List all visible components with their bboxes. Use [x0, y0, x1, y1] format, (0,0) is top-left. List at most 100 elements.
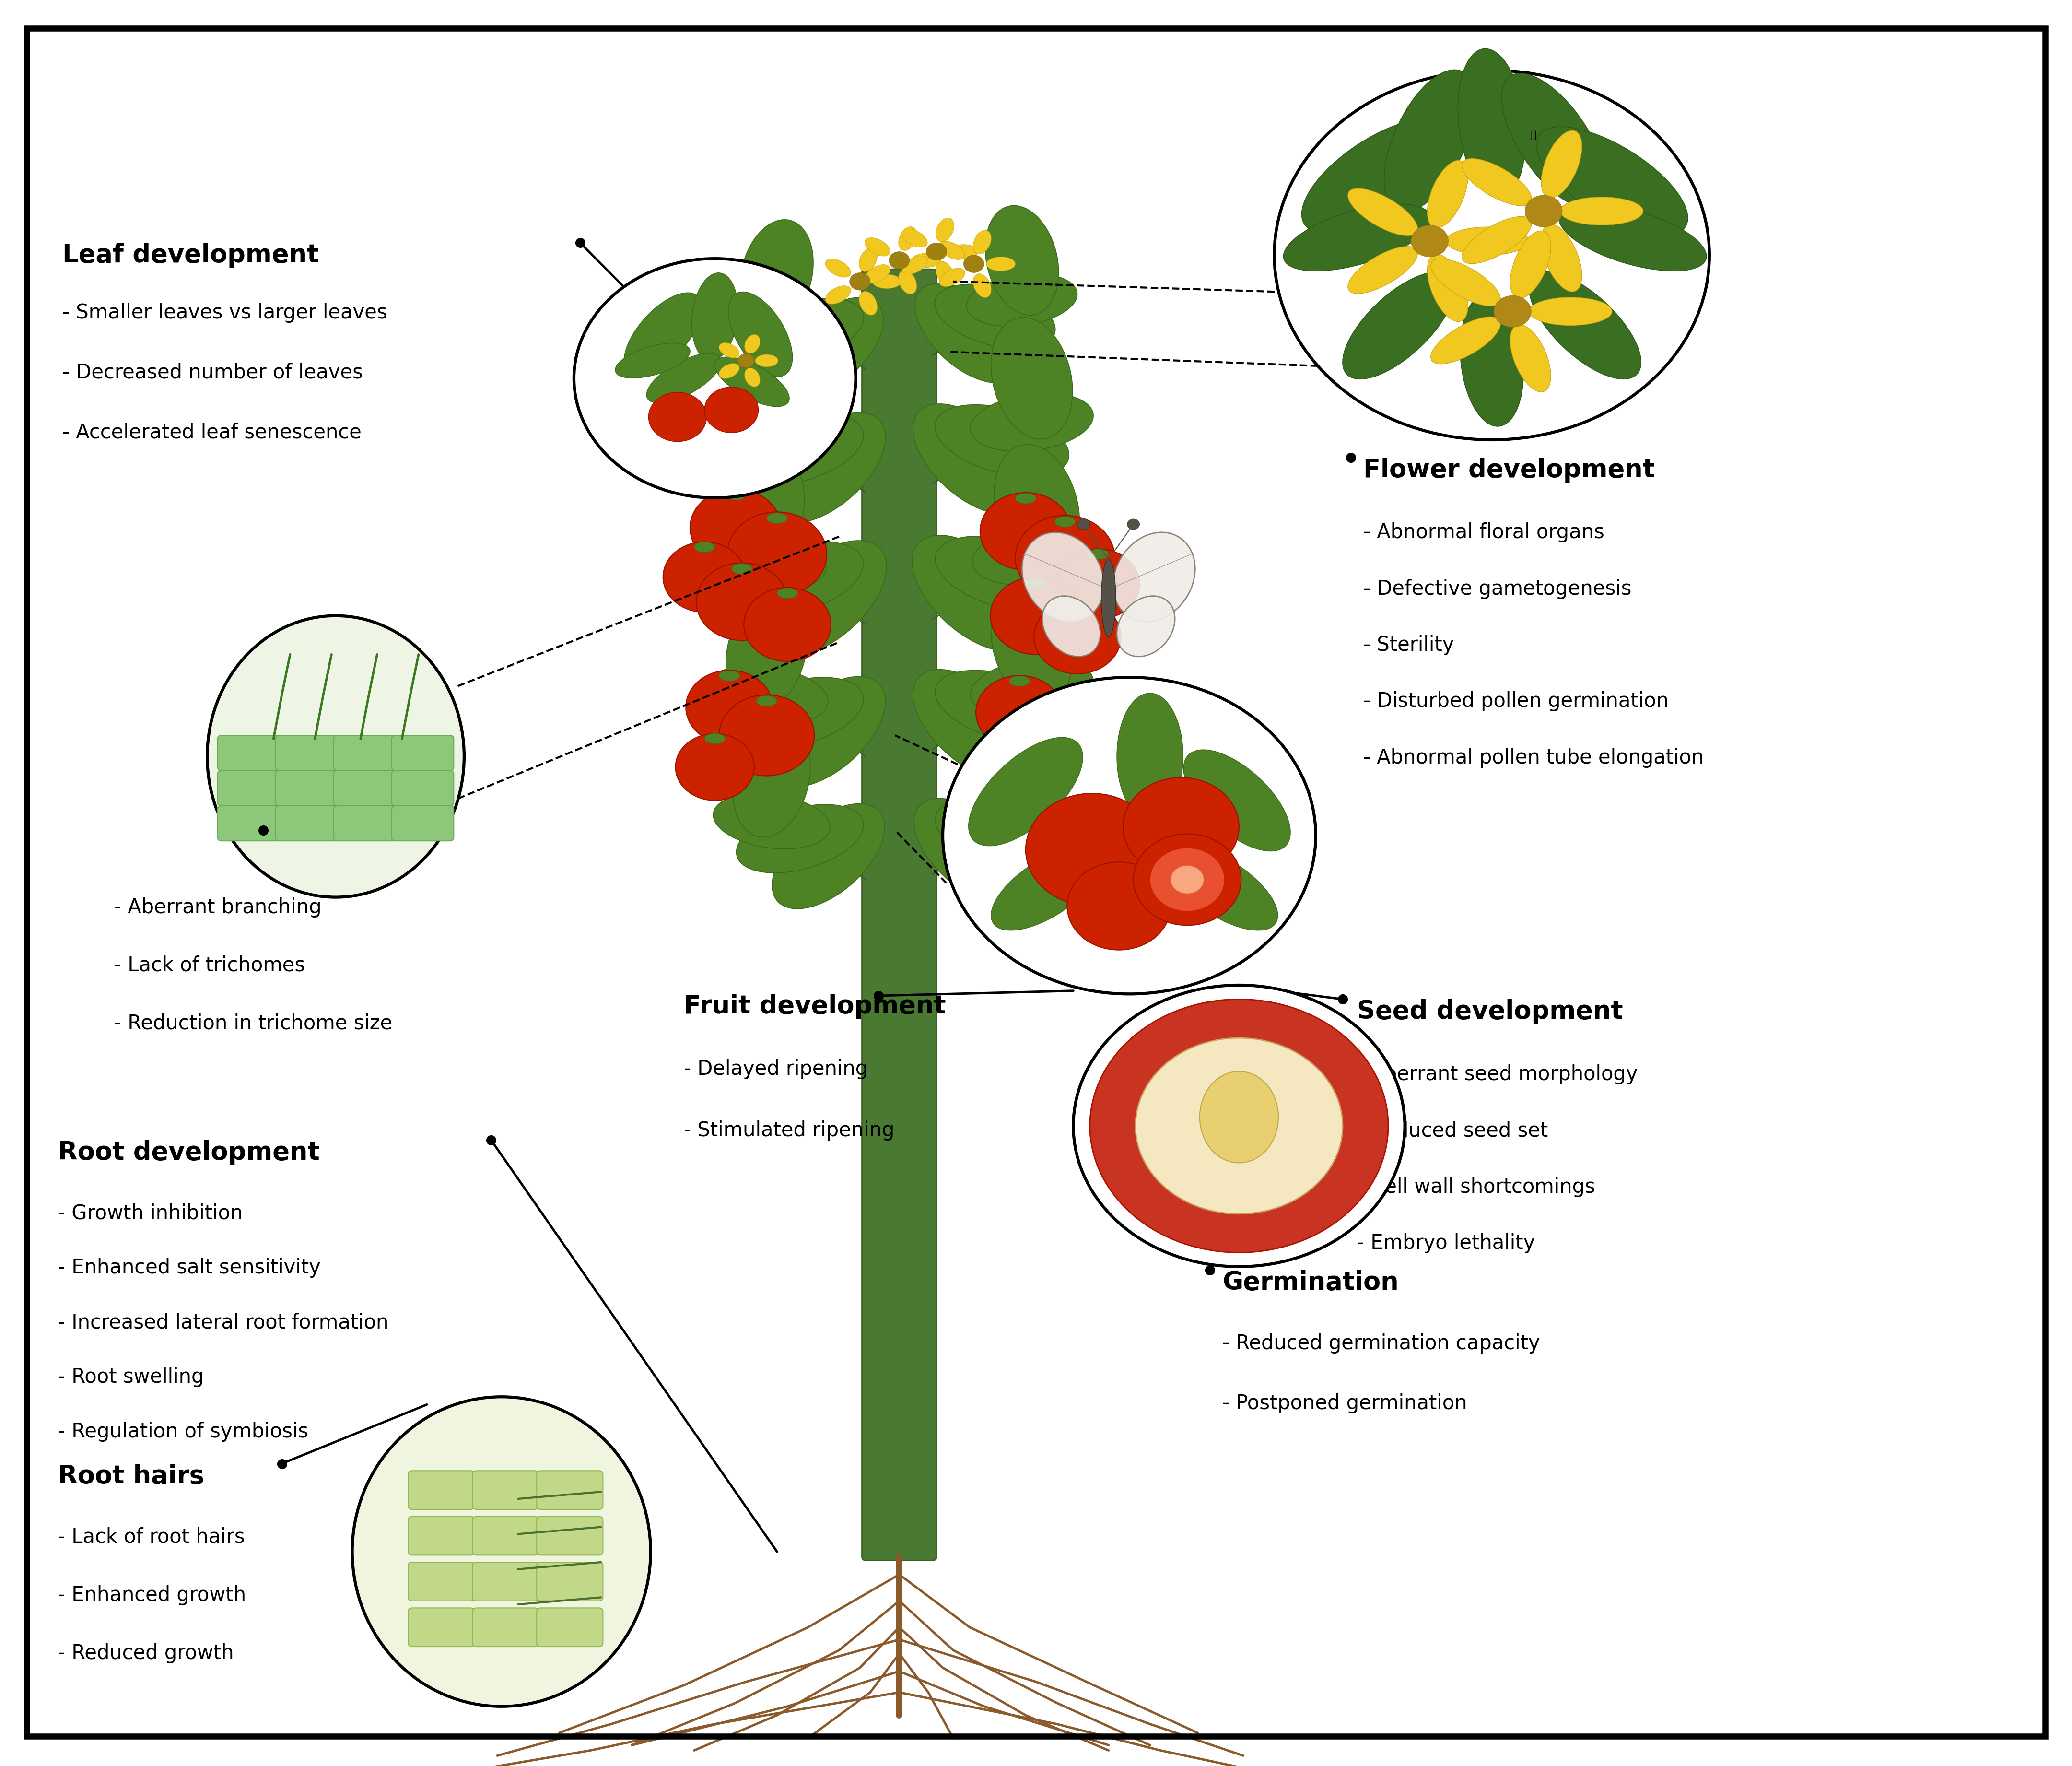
Text: - Reduced germination capacity: - Reduced germination capacity [1222, 1333, 1539, 1353]
Circle shape [1015, 516, 1115, 600]
Text: - Stimulated ripening: - Stimulated ripening [684, 1121, 895, 1141]
Ellipse shape [729, 413, 864, 486]
Ellipse shape [207, 616, 464, 897]
Ellipse shape [725, 590, 808, 712]
FancyBboxPatch shape [218, 805, 280, 841]
Circle shape [1494, 295, 1531, 327]
FancyBboxPatch shape [276, 735, 338, 770]
Ellipse shape [1046, 703, 1067, 713]
Text: - Lack of trichomes: - Lack of trichomes [114, 955, 305, 975]
Ellipse shape [1347, 245, 1417, 293]
FancyBboxPatch shape [218, 735, 280, 770]
Circle shape [1127, 519, 1140, 530]
Ellipse shape [773, 804, 885, 909]
Circle shape [1057, 549, 1140, 620]
Ellipse shape [692, 272, 738, 360]
Text: - Enhanced growth: - Enhanced growth [58, 1586, 247, 1605]
Ellipse shape [1560, 198, 1643, 226]
Circle shape [980, 493, 1071, 570]
Ellipse shape [1542, 224, 1581, 291]
Ellipse shape [899, 270, 916, 293]
Text: - Enhanced salt sensitivity: - Enhanced salt sensitivity [58, 1257, 321, 1279]
Ellipse shape [984, 205, 1059, 314]
Ellipse shape [756, 696, 777, 706]
Text: - Cell wall shortcomings: - Cell wall shortcomings [1357, 1176, 1595, 1197]
Circle shape [889, 251, 910, 268]
Ellipse shape [1558, 203, 1707, 270]
Ellipse shape [1446, 228, 1529, 254]
Ellipse shape [1461, 159, 1531, 207]
Text: - Embryo lethality: - Embryo lethality [1357, 1233, 1535, 1254]
FancyBboxPatch shape [392, 770, 454, 805]
Ellipse shape [934, 284, 1055, 350]
Ellipse shape [715, 357, 789, 406]
Ellipse shape [744, 367, 760, 387]
Text: Germination: Germination [1222, 1270, 1399, 1294]
Ellipse shape [1461, 295, 1523, 426]
Circle shape [574, 258, 856, 498]
Ellipse shape [934, 537, 1075, 611]
Ellipse shape [767, 413, 885, 523]
Ellipse shape [777, 588, 798, 599]
Circle shape [1171, 865, 1204, 894]
Circle shape [1135, 1038, 1343, 1213]
Ellipse shape [615, 343, 690, 378]
Point [1326, 985, 1359, 1014]
Point [1334, 443, 1368, 472]
FancyBboxPatch shape [392, 735, 454, 770]
Circle shape [1034, 600, 1121, 675]
Ellipse shape [937, 261, 953, 286]
FancyBboxPatch shape [472, 1563, 539, 1600]
Ellipse shape [1430, 316, 1500, 364]
FancyBboxPatch shape [218, 770, 280, 805]
Text: - Reduced growth: - Reduced growth [58, 1642, 234, 1664]
Ellipse shape [934, 800, 1063, 867]
Ellipse shape [825, 286, 852, 304]
FancyBboxPatch shape [408, 1517, 474, 1556]
Ellipse shape [704, 666, 829, 724]
Ellipse shape [864, 265, 891, 283]
Ellipse shape [937, 217, 953, 242]
FancyBboxPatch shape [334, 735, 396, 770]
Text: - Smaller leaves vs larger leaves: - Smaller leaves vs larger leaves [62, 302, 387, 323]
Point [862, 982, 895, 1010]
Circle shape [704, 387, 758, 433]
Ellipse shape [990, 846, 1102, 931]
Circle shape [1150, 848, 1225, 911]
Text: Fruit development: Fruit development [684, 994, 947, 1019]
Ellipse shape [970, 394, 1094, 452]
Ellipse shape [624, 293, 702, 376]
Ellipse shape [995, 445, 1080, 572]
Ellipse shape [1055, 516, 1075, 526]
Ellipse shape [1529, 297, 1612, 325]
Ellipse shape [968, 738, 1084, 846]
Circle shape [1525, 196, 1562, 228]
Ellipse shape [713, 793, 831, 849]
Text: - Increased lateral root formation: - Increased lateral root formation [58, 1312, 390, 1333]
Ellipse shape [864, 238, 891, 256]
Circle shape [1067, 862, 1171, 950]
Ellipse shape [986, 256, 1015, 270]
FancyBboxPatch shape [408, 1471, 474, 1510]
Circle shape [1073, 985, 1405, 1266]
Point [247, 816, 280, 844]
Ellipse shape [1510, 231, 1550, 298]
Ellipse shape [646, 353, 721, 403]
Ellipse shape [740, 219, 814, 328]
FancyBboxPatch shape [408, 1563, 474, 1600]
Circle shape [649, 392, 707, 442]
Ellipse shape [721, 288, 833, 341]
Ellipse shape [729, 678, 864, 749]
Text: - Root swelling: - Root swelling [58, 1367, 203, 1386]
Circle shape [990, 577, 1082, 655]
Ellipse shape [914, 798, 1026, 904]
Circle shape [675, 733, 754, 800]
Circle shape [1274, 71, 1709, 440]
Ellipse shape [1343, 272, 1455, 380]
Ellipse shape [1117, 692, 1183, 819]
Ellipse shape [1510, 325, 1550, 392]
Ellipse shape [767, 676, 885, 788]
Ellipse shape [1067, 600, 1088, 611]
Circle shape [976, 676, 1063, 749]
Circle shape [738, 353, 754, 367]
